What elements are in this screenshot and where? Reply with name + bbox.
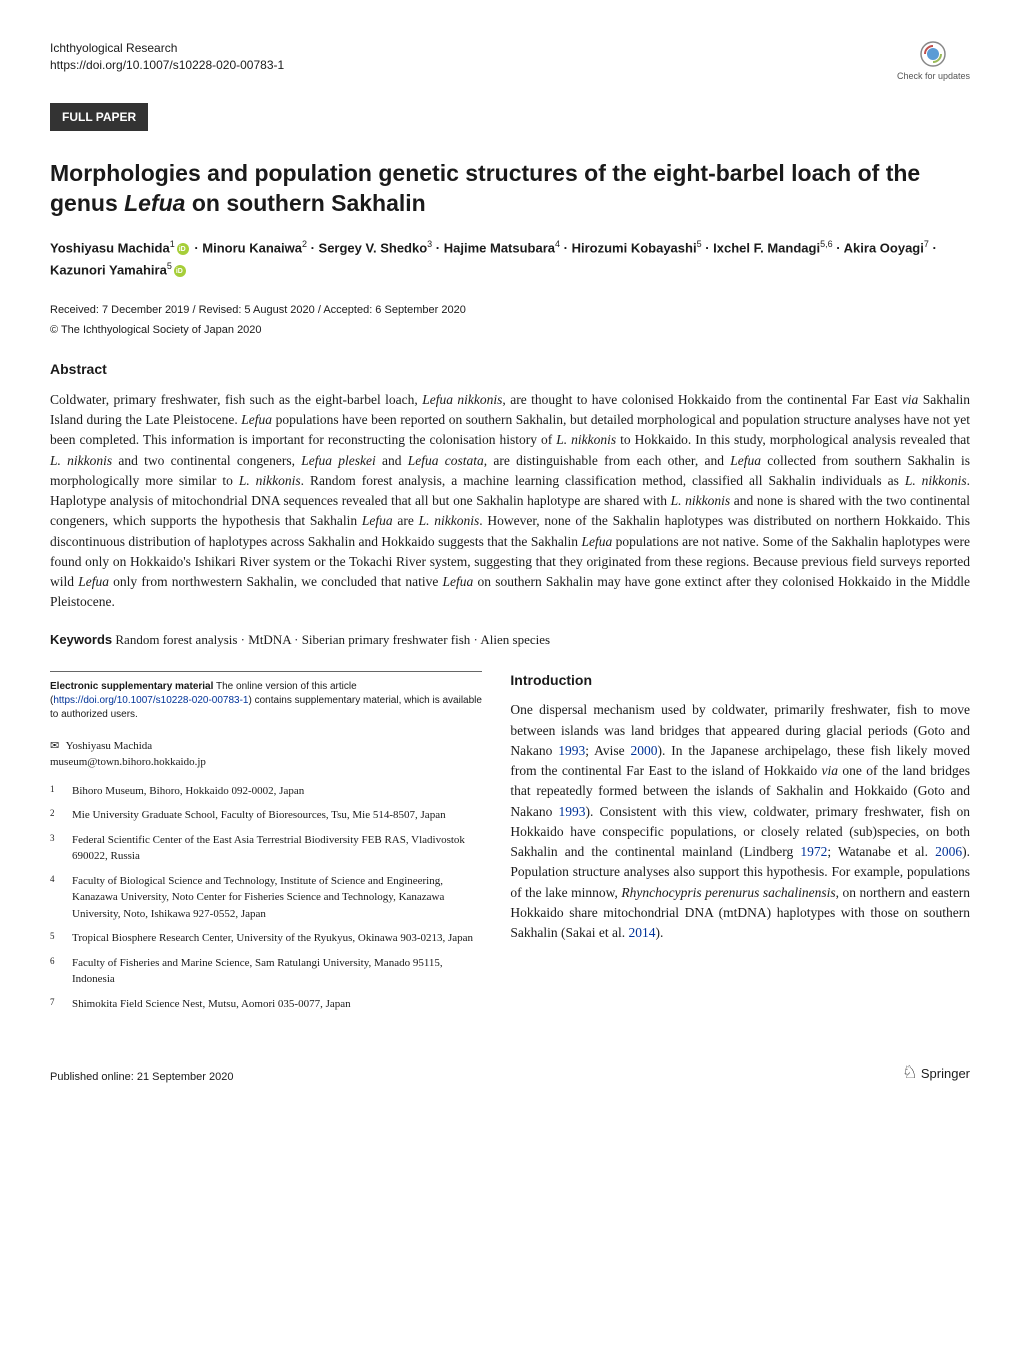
affiliation: 7 Shimokita Field Science Nest, Mutsu, A… [50, 996, 482, 1013]
affiliations-list: 1 Bihoro Museum, Bihoro, Hokkaido 092-00… [50, 783, 482, 1013]
doi: https://doi.org/10.1007/s10228-020-00783… [50, 57, 284, 74]
check-updates-badge[interactable]: Check for updates [897, 40, 970, 83]
corr-email: museum@town.bihoro.hokkaido.jp [50, 756, 206, 768]
author: Kazunori Yamahira [50, 263, 167, 278]
citation-link[interactable]: 2014 [628, 925, 655, 940]
author: Akira Ooyagi [844, 241, 924, 256]
title-genus: Lefua [124, 190, 185, 216]
corresponding-author: ✉ Yoshiyasu Machida museum@town.bihoro.h… [50, 738, 482, 771]
supp-link[interactable]: https://doi.org/10.1007/s10228-020-00783… [53, 695, 248, 706]
introduction-body: One dispersal mechanism used by coldwate… [510, 700, 970, 943]
citation-link[interactable]: 2006 [935, 844, 962, 859]
orcid-icon[interactable] [174, 265, 186, 277]
springer-horse-icon [902, 1066, 921, 1081]
citation-link[interactable]: 1993 [558, 743, 585, 758]
article-category: FULL PAPER [50, 103, 148, 132]
keywords: Keywords Random forest analysis · MtDNA … [50, 631, 970, 649]
published-date: Published online: 21 September 2020 [50, 1070, 233, 1085]
affiliation: 6 Faculty of Fisheries and Marine Scienc… [50, 955, 482, 988]
envelope-icon: ✉ [50, 738, 59, 755]
author: Sergey V. Shedko [319, 241, 428, 256]
author: Ixchel F. Mandagi [713, 241, 820, 256]
article-title: Morphologies and population genetic stru… [50, 159, 970, 219]
citation-link[interactable]: 2000 [631, 743, 658, 758]
abstract-heading: Abstract [50, 360, 970, 380]
supplementary-material: Electronic supplementary material The on… [50, 671, 482, 722]
article-dates: Received: 7 December 2019 / Revised: 5 A… [50, 303, 970, 318]
page-footer: Published online: 21 September 2020 Spri… [50, 1060, 970, 1085]
keywords-text: Random forest analysis · MtDNA · Siberia… [115, 632, 550, 647]
check-updates-icon [919, 40, 947, 68]
introduction-heading: Introduction [510, 671, 970, 691]
authors-list: Yoshiyasu Machida1 · Minoru Kanaiwa2 · S… [50, 237, 970, 281]
author: Yoshiyasu Machida [50, 241, 170, 256]
check-updates-label: Check for updates [897, 71, 970, 81]
page-header: Ichthyological Research https://doi.org/… [50, 40, 970, 83]
orcid-icon[interactable] [177, 243, 189, 255]
affiliation: 4 Faculty of Biological Science and Tech… [50, 873, 482, 923]
publisher-logo: Springer [902, 1060, 970, 1085]
citation-link[interactable]: 1972 [800, 844, 827, 859]
keywords-label: Keywords [50, 632, 112, 647]
affiliation: 5 Tropical Biosphere Research Center, Un… [50, 930, 482, 947]
abstract-body: Coldwater, primary freshwater, fish such… [50, 390, 970, 613]
affiliation: 3 Federal Scientific Center of the East … [50, 832, 482, 865]
corr-name: Yoshiyasu Machida [66, 740, 153, 752]
journal-name: Ichthyological Research [50, 40, 284, 57]
author: Hirozumi Kobayashi [572, 241, 697, 256]
citation-link[interactable]: 1993 [559, 804, 586, 819]
affiliation: 1 Bihoro Museum, Bihoro, Hokkaido 092-00… [50, 783, 482, 800]
affiliation: 2 Mie University Graduate School, Facult… [50, 807, 482, 824]
supp-label: Electronic supplementary material [50, 681, 213, 692]
author: Minoru Kanaiwa [202, 241, 302, 256]
journal-info: Ichthyological Research https://doi.org/… [50, 40, 284, 74]
title-text: on southern Sakhalin [185, 190, 425, 216]
copyright: © The Ichthyological Society of Japan 20… [50, 323, 970, 338]
author: Hajime Matsubara [444, 241, 555, 256]
